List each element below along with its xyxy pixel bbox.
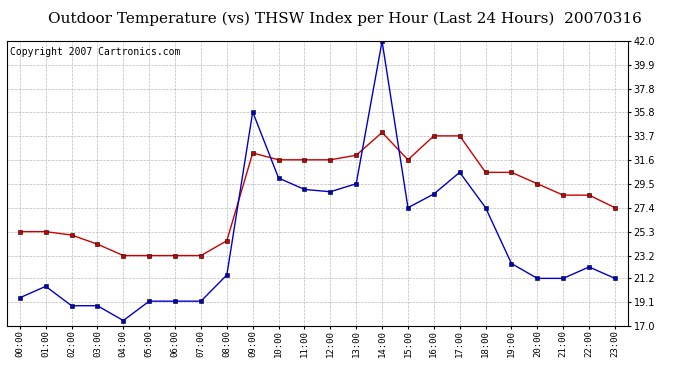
Text: Outdoor Temperature (vs) THSW Index per Hour (Last 24 Hours)  20070316: Outdoor Temperature (vs) THSW Index per …: [48, 11, 642, 26]
Text: Copyright 2007 Cartronics.com: Copyright 2007 Cartronics.com: [10, 47, 180, 57]
